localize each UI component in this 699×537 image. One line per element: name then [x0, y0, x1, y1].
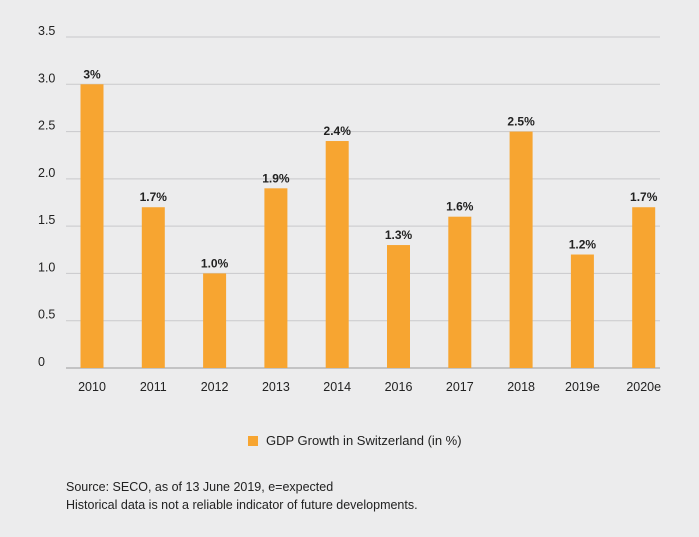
bar-2016 — [387, 245, 410, 368]
bar-2012 — [203, 273, 227, 368]
data-label-2020e: 1.7% — [630, 190, 658, 204]
data-label-2013: 1.9% — [262, 171, 290, 185]
bar-2014 — [325, 141, 349, 368]
bar-2010 — [80, 84, 104, 369]
bar-2017 — [448, 216, 472, 368]
data-label-2018: 2.5% — [507, 115, 535, 129]
bar-2020e — [632, 207, 656, 368]
y-tick-label: 0.5 — [38, 308, 55, 322]
disclaimer-note: Historical data is not a reliable indica… — [66, 498, 418, 512]
bar-2018 — [509, 131, 533, 368]
data-label-2011: 1.7% — [140, 190, 168, 204]
y-tick-label: 1.5 — [38, 213, 55, 227]
x-tick-label-2018: 2018 — [507, 380, 535, 394]
data-label-2016: 1.3% — [385, 228, 413, 242]
y-tick-label: 2.5 — [38, 119, 55, 133]
y-tick-label: 1.0 — [38, 260, 55, 274]
data-label-2017: 1.6% — [446, 200, 474, 214]
footer-notes: Source: SECO, as of 13 June 2019, e=expe… — [66, 478, 418, 514]
x-tick-label-2019e: 2019e — [565, 380, 600, 394]
x-tick-label-2010: 2010 — [78, 380, 106, 394]
x-tick-label-2017: 2017 — [446, 380, 474, 394]
data-label-2014: 2.4% — [324, 124, 352, 138]
x-tick-label-2011: 2011 — [140, 380, 167, 394]
data-label-2010: 3% — [83, 67, 101, 81]
legend-swatch — [248, 435, 258, 446]
bar-2011 — [141, 207, 165, 368]
data-label-2012: 1.0% — [201, 256, 229, 270]
bar-chart: 0 0.5 1.0 1.5 2.0 2.5 3.0 3.5 3% 2010 1.7% 2011 1.0… — [38, 24, 661, 394]
legend: GDP Growth in Switzerland (in %) — [248, 433, 462, 448]
bar-2019e — [570, 254, 594, 368]
x-tick-label-2020e: 2020e — [626, 380, 661, 394]
y-tick-label: 0 — [38, 355, 45, 369]
y-tick-label: 3.0 — [38, 71, 55, 85]
x-tick-label-2012: 2012 — [201, 380, 229, 394]
y-tick-label: 3.5 — [38, 24, 55, 38]
y-tick-label: 2.0 — [38, 166, 55, 180]
bar-2013 — [264, 188, 288, 368]
source-note: Source: SECO, as of 13 June 2019, e=expe… — [66, 480, 334, 494]
x-tick-label-2016: 2016 — [385, 380, 413, 394]
data-label-2019e: 1.2% — [569, 238, 597, 252]
x-tick-label-2014: 2014 — [323, 380, 351, 394]
x-tick-label-2013: 2013 — [262, 380, 290, 394]
legend-label: GDP Growth in Switzerland (in %) — [266, 433, 462, 448]
